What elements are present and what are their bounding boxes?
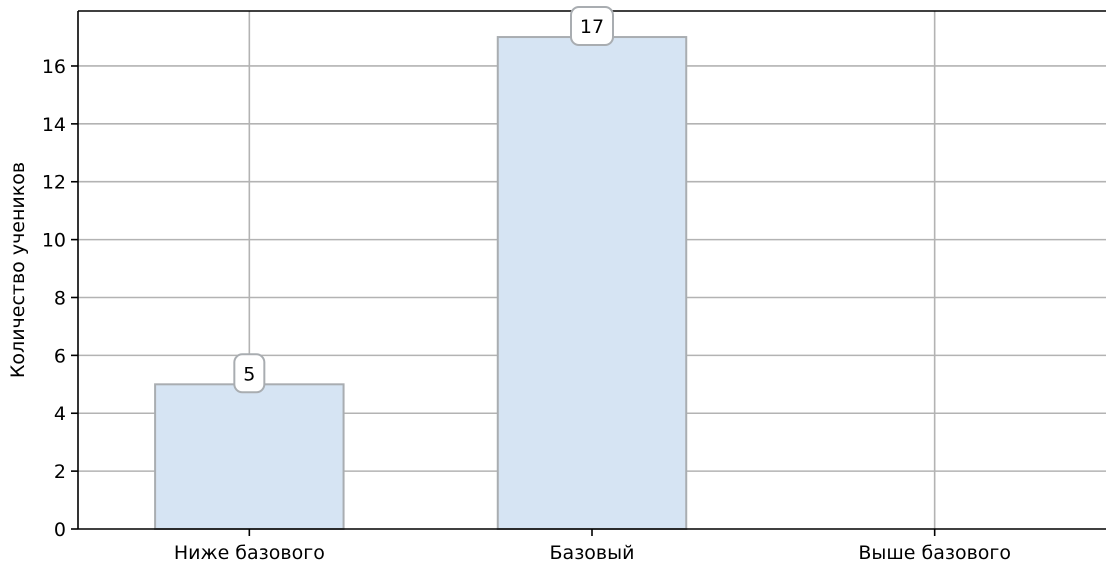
data-label-text: 5 xyxy=(243,363,255,385)
bar xyxy=(496,36,688,531)
y-tick-label: 12 xyxy=(42,172,66,194)
x-tick-label: Выше базового xyxy=(858,542,1011,562)
y-tick-label: 8 xyxy=(54,287,66,309)
bar xyxy=(154,383,345,530)
data-label-box xyxy=(570,6,614,47)
data-label-text: 17 xyxy=(580,16,604,38)
data-labels: 5 17 xyxy=(233,6,614,394)
y-axis-title: Количество учеников xyxy=(7,162,29,378)
y-tick-label: 2 xyxy=(54,461,66,483)
data-label: 17 xyxy=(570,6,614,47)
data-label: 5 xyxy=(233,353,266,394)
y-tick-label: 14 xyxy=(42,114,66,136)
y-tick-label: 6 xyxy=(54,345,66,367)
y-ticks: 0 2 4 6 8 10 12 14 16 xyxy=(42,56,78,541)
y-tick-label: 10 xyxy=(42,230,66,252)
x-tick-label: Ниже базового xyxy=(174,542,325,562)
y-tick-label: 0 xyxy=(54,519,66,541)
y-tick-label: 4 xyxy=(54,403,66,425)
data-label-box xyxy=(233,353,266,394)
x-tick-label: Базовый xyxy=(550,542,635,562)
y-tick-label: 16 xyxy=(42,56,66,78)
x-ticks: Ниже базового Базовый Выше базового xyxy=(174,529,1011,562)
bars xyxy=(154,36,688,531)
